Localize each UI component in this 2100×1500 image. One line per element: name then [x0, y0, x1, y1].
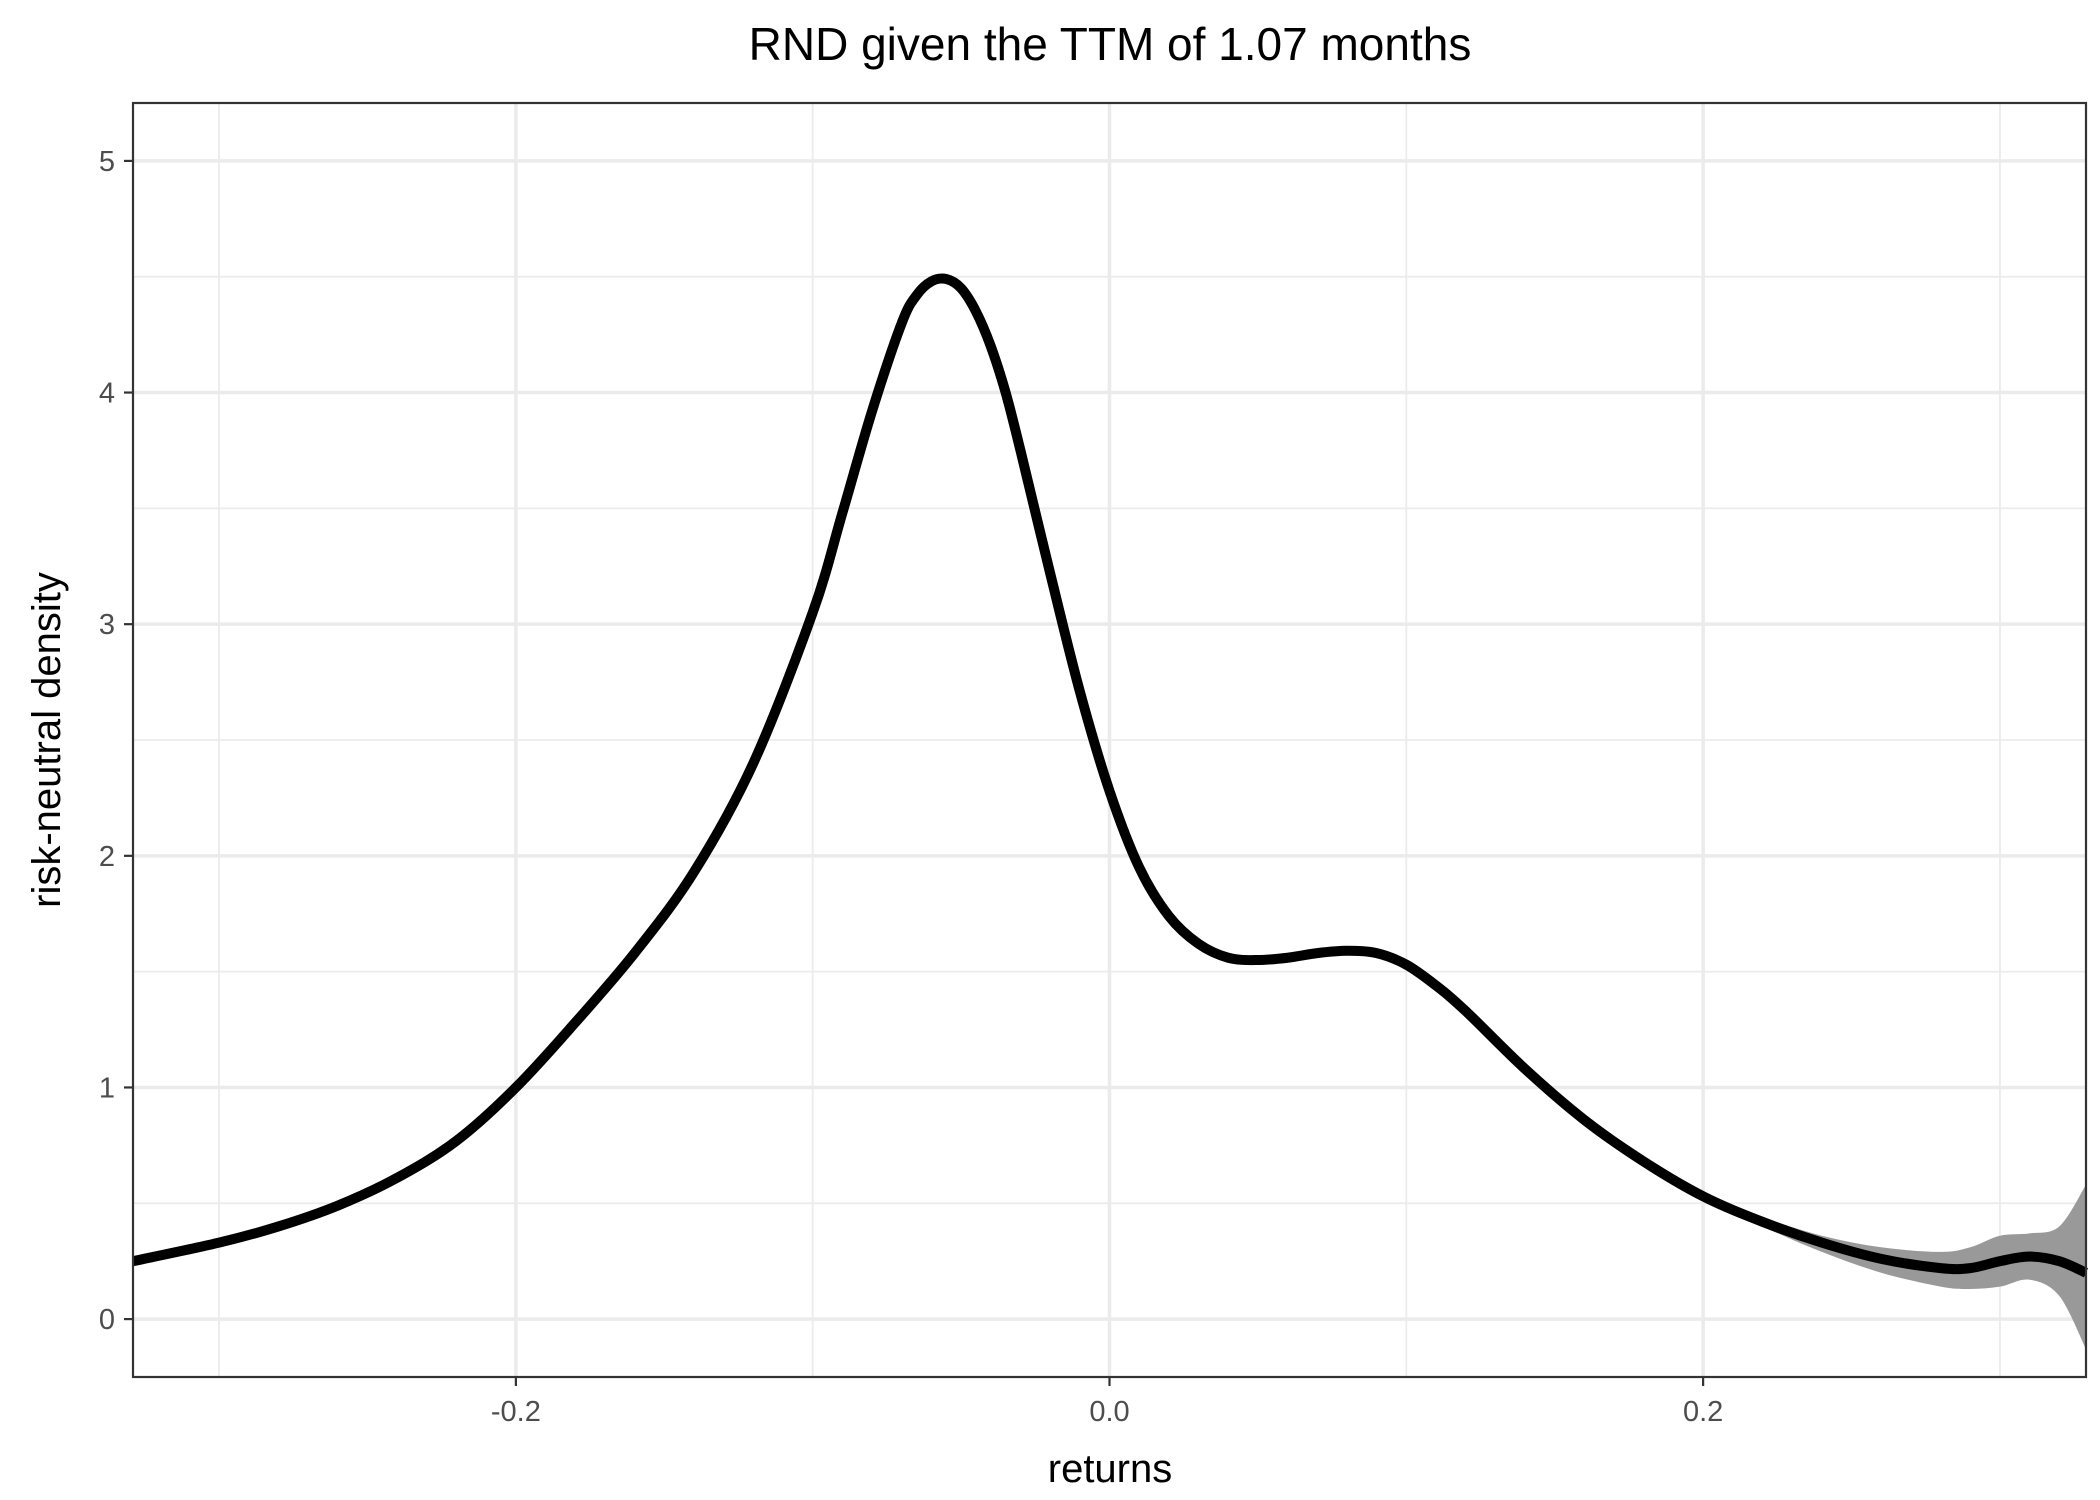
y-axis-title: risk-neutral density [25, 572, 69, 908]
x-tick-label: 0.2 [1683, 1396, 1723, 1428]
y-tick-label: 2 [99, 841, 115, 873]
x-tick-label: 0.0 [1089, 1396, 1129, 1428]
density-curve [131, 273, 2089, 1278]
x-axis-title: returns [1048, 1447, 1173, 1491]
y-tick-label: 1 [99, 1072, 115, 1104]
y-tick-label: 5 [99, 146, 115, 178]
axis-ticks: -0.2 0.0 0.2 0 1 2 3 4 5 [99, 146, 1723, 1428]
y-tick-label: 4 [99, 378, 115, 410]
x-tick-label: -0.2 [491, 1396, 541, 1428]
y-tick-label: 3 [99, 609, 115, 641]
density-line-layer [131, 273, 2089, 1278]
y-tick-label: 0 [99, 1304, 115, 1336]
chart-title: RND given the TTM of 1.07 months [749, 18, 1472, 70]
gridlines [133, 103, 2086, 1377]
